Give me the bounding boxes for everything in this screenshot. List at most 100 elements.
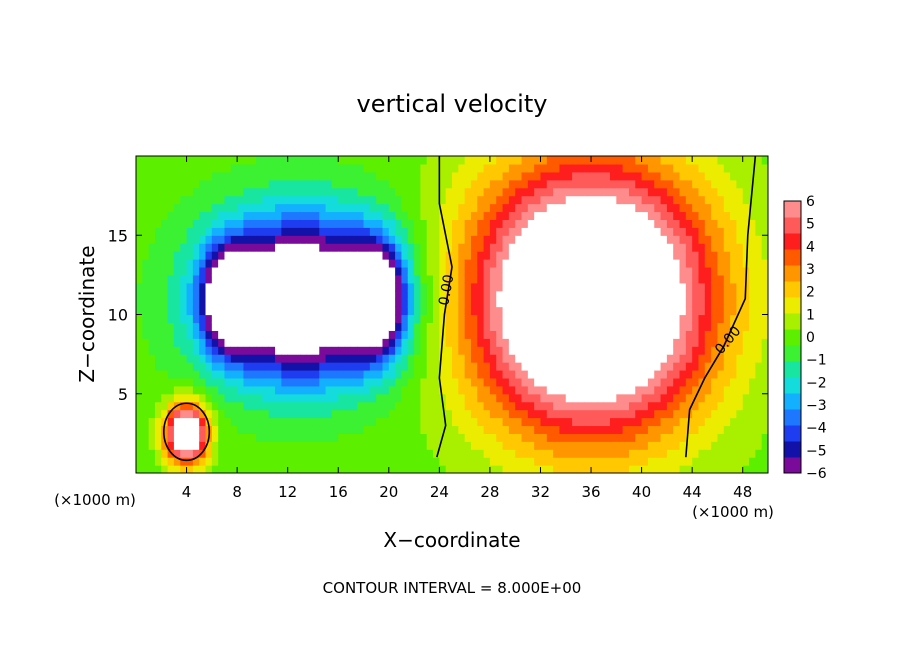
field-cell bbox=[628, 211, 636, 220]
field-cell bbox=[439, 251, 447, 260]
field-cell bbox=[420, 369, 428, 379]
field-cell bbox=[635, 433, 643, 442]
field-cell bbox=[363, 362, 371, 371]
x-tick-label: 4 bbox=[182, 483, 192, 501]
field-cell bbox=[154, 163, 162, 173]
field-cell bbox=[331, 251, 339, 260]
field-cell bbox=[755, 314, 763, 324]
field-cell bbox=[192, 433, 200, 442]
field-cell bbox=[685, 306, 693, 316]
field-cell bbox=[692, 290, 700, 300]
field-cell bbox=[186, 195, 194, 205]
field-cell bbox=[666, 219, 674, 228]
field-cell bbox=[540, 274, 548, 284]
field-cell bbox=[534, 354, 542, 363]
field-cell bbox=[597, 259, 605, 268]
field-cell bbox=[426, 211, 434, 220]
field-cell bbox=[515, 282, 523, 292]
field-cell bbox=[211, 163, 219, 173]
field-cell bbox=[350, 385, 358, 395]
field-cell bbox=[148, 385, 156, 395]
field-cell bbox=[540, 259, 548, 268]
field-cell bbox=[755, 179, 763, 189]
field-cell bbox=[268, 401, 276, 411]
field-cell bbox=[685, 195, 693, 205]
field-cell bbox=[331, 187, 339, 197]
field-cell bbox=[199, 354, 207, 363]
field-cell bbox=[483, 369, 491, 379]
field-cell bbox=[192, 298, 200, 308]
field-cell bbox=[186, 227, 194, 236]
field-cell bbox=[136, 211, 143, 220]
field-cell bbox=[628, 235, 636, 244]
field-cell bbox=[136, 282, 143, 292]
field-cell bbox=[211, 156, 219, 165]
field-cell bbox=[445, 179, 453, 189]
field-cell bbox=[591, 425, 598, 434]
field-cell bbox=[515, 354, 523, 363]
field-cell bbox=[414, 346, 421, 355]
field-cell bbox=[414, 298, 421, 308]
field-cell bbox=[470, 441, 478, 450]
field-cell bbox=[369, 187, 377, 197]
field-cell bbox=[331, 243, 339, 252]
field-cell bbox=[192, 377, 200, 387]
field-cell bbox=[414, 156, 421, 165]
field-cell bbox=[331, 211, 339, 220]
field-cell bbox=[414, 433, 421, 442]
field-cell bbox=[237, 163, 245, 173]
field-cell bbox=[502, 393, 510, 403]
field-cell bbox=[407, 362, 415, 371]
field-cell bbox=[211, 259, 219, 268]
field-cell bbox=[192, 266, 200, 276]
field-cell bbox=[730, 385, 737, 395]
field-cell bbox=[142, 219, 150, 228]
field-cell bbox=[401, 401, 409, 411]
field-cell bbox=[458, 377, 466, 387]
field-cell bbox=[603, 251, 611, 260]
field-cell bbox=[647, 243, 655, 252]
field-cell bbox=[407, 465, 415, 473]
field-cell bbox=[243, 425, 251, 434]
field-cell bbox=[268, 385, 276, 395]
field-cell bbox=[249, 290, 257, 300]
field-cell bbox=[344, 179, 352, 189]
field-cell bbox=[540, 377, 548, 387]
field-cell bbox=[350, 449, 358, 458]
field-cell bbox=[262, 235, 270, 244]
field-cell bbox=[224, 425, 232, 434]
field-cell bbox=[534, 227, 542, 236]
field-cell bbox=[173, 243, 181, 252]
field-cell bbox=[401, 266, 409, 276]
field-cell bbox=[698, 156, 706, 165]
field-cell bbox=[325, 235, 333, 244]
field-cell bbox=[218, 306, 226, 316]
field-cell bbox=[401, 298, 409, 308]
field-cell bbox=[565, 274, 573, 284]
field-cell bbox=[376, 195, 384, 205]
field-cell bbox=[717, 171, 725, 181]
field-cell bbox=[243, 219, 251, 228]
field-cell bbox=[268, 346, 276, 355]
field-cell bbox=[704, 274, 712, 284]
field-cell bbox=[268, 290, 276, 300]
field-cell bbox=[376, 266, 384, 276]
field-cell bbox=[230, 354, 238, 363]
field-cell bbox=[635, 298, 643, 308]
field-cell bbox=[167, 401, 175, 411]
field-cell bbox=[749, 433, 756, 442]
field-cell bbox=[553, 425, 561, 434]
field-cell bbox=[281, 362, 289, 371]
field-cell bbox=[211, 377, 219, 387]
field-cell bbox=[527, 377, 535, 387]
field-cell bbox=[559, 433, 567, 442]
field-cell bbox=[515, 274, 523, 284]
field-cell bbox=[470, 211, 478, 220]
field-cell bbox=[673, 362, 681, 371]
field-cell bbox=[414, 393, 421, 403]
field-cell bbox=[584, 377, 592, 387]
field-cell bbox=[275, 227, 282, 236]
field-cell bbox=[515, 457, 523, 466]
field-cell bbox=[281, 266, 289, 276]
field-cell bbox=[167, 163, 175, 173]
